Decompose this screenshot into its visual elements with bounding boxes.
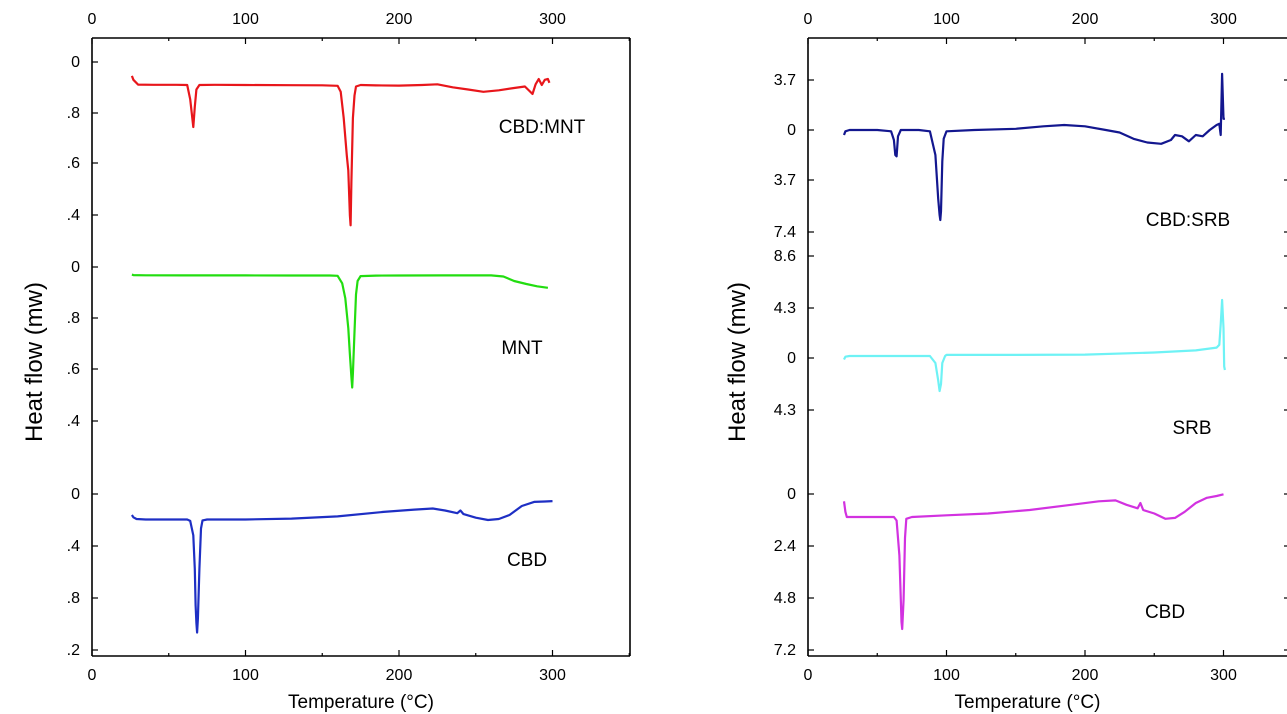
left-dsc-panel: 0 0 100 100 200 200 300 300 0 .8 .6 .4 0 .8 .6 .4 0 .4 .8.… bbox=[21, 11, 631, 713]
x-tick-label-top: 300 bbox=[1210, 11, 1237, 28]
y-tick-label: .8 bbox=[67, 310, 80, 327]
series-line-cbd-srb bbox=[842, 72, 1225, 222]
x-tick-label-bottom: 300 bbox=[1210, 667, 1237, 684]
series-label: CBD bbox=[507, 550, 547, 571]
y-tick-label: .4 bbox=[67, 207, 80, 224]
series-label: CBD:SRB bbox=[1146, 210, 1230, 231]
right-dsc-panel: 0 0 100 100 200 200 300 300 3.7 0 3.7 7.4 8.6 4.3 0 4.3… bbox=[724, 11, 1287, 713]
x-tick-label-bottom: 300 bbox=[539, 667, 566, 684]
y-tick-label: 4.8 bbox=[774, 590, 796, 607]
y-tick-label: 7.2 bbox=[774, 642, 796, 659]
x-tick-label-bottom: 100 bbox=[232, 667, 259, 684]
y-tick-label: .8 bbox=[67, 105, 80, 122]
x-tick-label-bottom: 100 bbox=[933, 667, 960, 684]
y-tick-label: 2.4 bbox=[774, 538, 796, 555]
y-tick-label: .4 bbox=[67, 538, 80, 555]
y-axis-title: Heat flow (mw) bbox=[724, 282, 751, 442]
x-tick-label-top: 0 bbox=[804, 11, 813, 28]
y-axis-title: Heat flow (mw) bbox=[21, 282, 48, 442]
y-tick-label: .4 bbox=[67, 413, 80, 430]
series-line-cbd bbox=[130, 500, 553, 634]
x-tick-label-top: 100 bbox=[933, 11, 960, 28]
y-tick-label: 0 bbox=[787, 122, 796, 139]
y-tick-label: .6 bbox=[67, 361, 80, 378]
y-tick-label: 0 bbox=[71, 259, 80, 276]
y-tick-label: 0 bbox=[71, 486, 80, 503]
series-label: SRB bbox=[1172, 418, 1211, 439]
series-line-mnt bbox=[131, 273, 549, 389]
x-axis-title: Temperature (°C) bbox=[288, 692, 434, 713]
series-line-cbd-mnt bbox=[130, 75, 551, 227]
y-tick-label: .8 bbox=[67, 590, 80, 607]
x-tick-label-bottom: 0 bbox=[88, 667, 97, 684]
y-tick-label: 4.3 bbox=[774, 402, 796, 419]
x-tick-label-bottom: 200 bbox=[386, 667, 413, 684]
x-axis-title: Temperature (°C) bbox=[955, 692, 1101, 713]
y-tick-label: 8.6 bbox=[774, 248, 796, 265]
y-tick-label: 0 bbox=[787, 486, 796, 503]
x-tick-label-bottom: 0 bbox=[804, 667, 813, 684]
x-tick-label-top: 300 bbox=[539, 11, 566, 28]
y-tick-label: 4.3 bbox=[774, 300, 796, 317]
x-tick-label-top: 100 bbox=[232, 11, 259, 28]
y-tick-label: .2 bbox=[67, 642, 80, 659]
series-label: CBD:MNT bbox=[499, 117, 586, 138]
y-tick-label: 0 bbox=[71, 54, 80, 71]
x-tick-label-top: 0 bbox=[88, 11, 97, 28]
y-tick-label: 7.4 bbox=[774, 224, 796, 241]
series-label: MNT bbox=[501, 338, 543, 359]
series-line-srb bbox=[843, 298, 1226, 393]
x-tick-label-top: 200 bbox=[386, 11, 413, 28]
series-line-cbd bbox=[842, 493, 1224, 631]
x-tick-label-top: 200 bbox=[1072, 11, 1099, 28]
y-tick-label: 3.7 bbox=[774, 172, 796, 189]
series-label: CBD bbox=[1145, 602, 1185, 623]
x-tick-label-bottom: 200 bbox=[1072, 667, 1099, 684]
y-tick-label: .6 bbox=[67, 155, 80, 172]
y-tick-label: 0 bbox=[787, 350, 796, 367]
y-tick-label: 3.7 bbox=[774, 72, 796, 89]
